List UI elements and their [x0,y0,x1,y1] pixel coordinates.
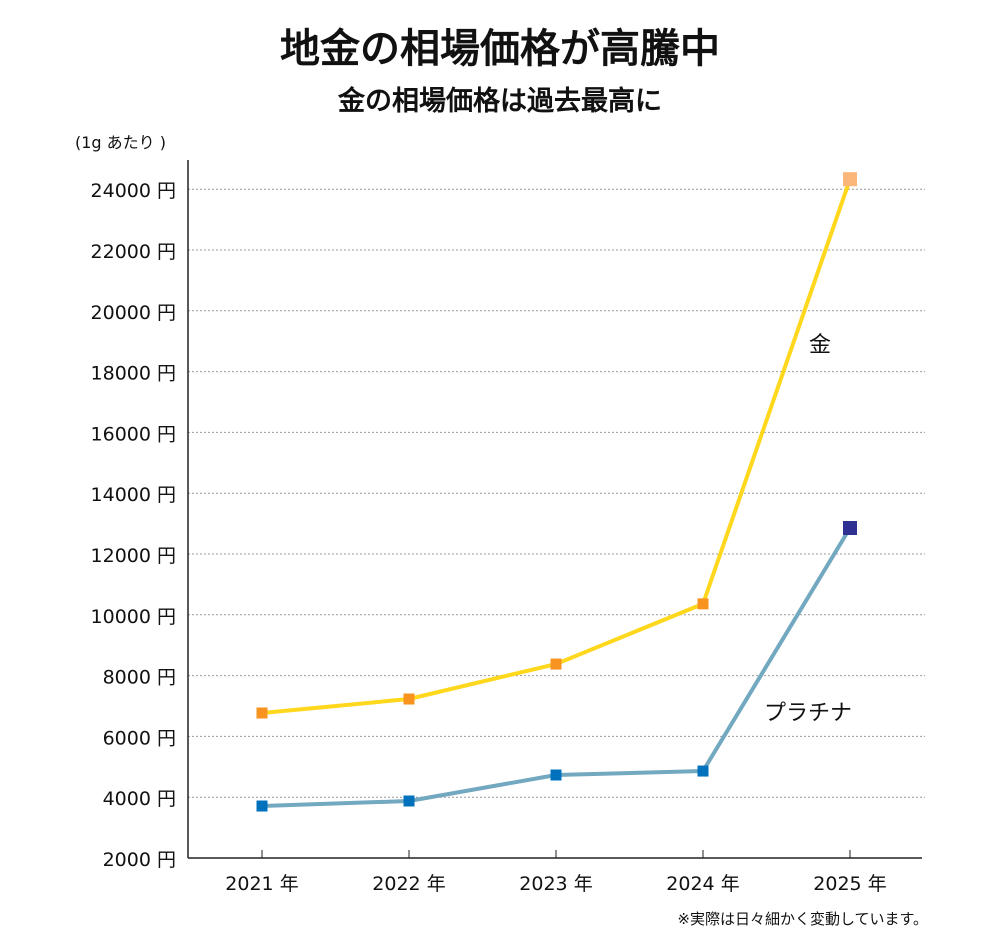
series-label-platinum: プラチナ [764,701,852,726]
x-tick-label: 2023 年 [519,873,592,895]
y-tick-label: 16000 円 [91,423,176,445]
x-tick-label: 2021 年 [225,873,298,895]
unit-note: (1g あたり ) [75,133,166,152]
y-tick-label: 24000 円 [91,180,176,202]
data-point [697,765,709,777]
x-tick-label: 2024 年 [666,873,739,895]
y-tick-label: 8000 円 [103,667,176,689]
x-tick-label: 2025 年 [813,873,886,895]
data-point [550,769,562,781]
chart-subtitle: 金の相場価格は過去最高に [337,85,662,117]
y-tick-label: 14000 円 [91,484,176,506]
y-tick-label: 22000 円 [91,241,176,263]
x-tick-label: 2022 年 [372,873,445,895]
y-tick-label: 20000 円 [91,302,176,324]
chart-title: 地金の相場価格が高騰中 [280,26,720,72]
series-line-0 [261,178,852,715]
y-tick-label: 12000 円 [91,545,176,567]
data-point [843,521,857,536]
y-tick-label: 18000 円 [91,363,176,385]
y-tick-label: 2000 円 [103,849,176,871]
series-label-gold: 金 [809,333,831,358]
footnote: ※実際は日々細かく変動しています。 [677,910,928,928]
data-point [403,795,415,807]
data-point [256,800,268,812]
y-tick-label: 10000 円 [91,606,176,628]
data-point [697,598,709,610]
data-point [256,707,268,719]
data-point [550,658,562,670]
data-point [403,693,415,705]
y-tick-label: 4000 円 [103,788,176,810]
y-tick-label: 6000 円 [103,727,176,749]
data-point [843,172,857,187]
